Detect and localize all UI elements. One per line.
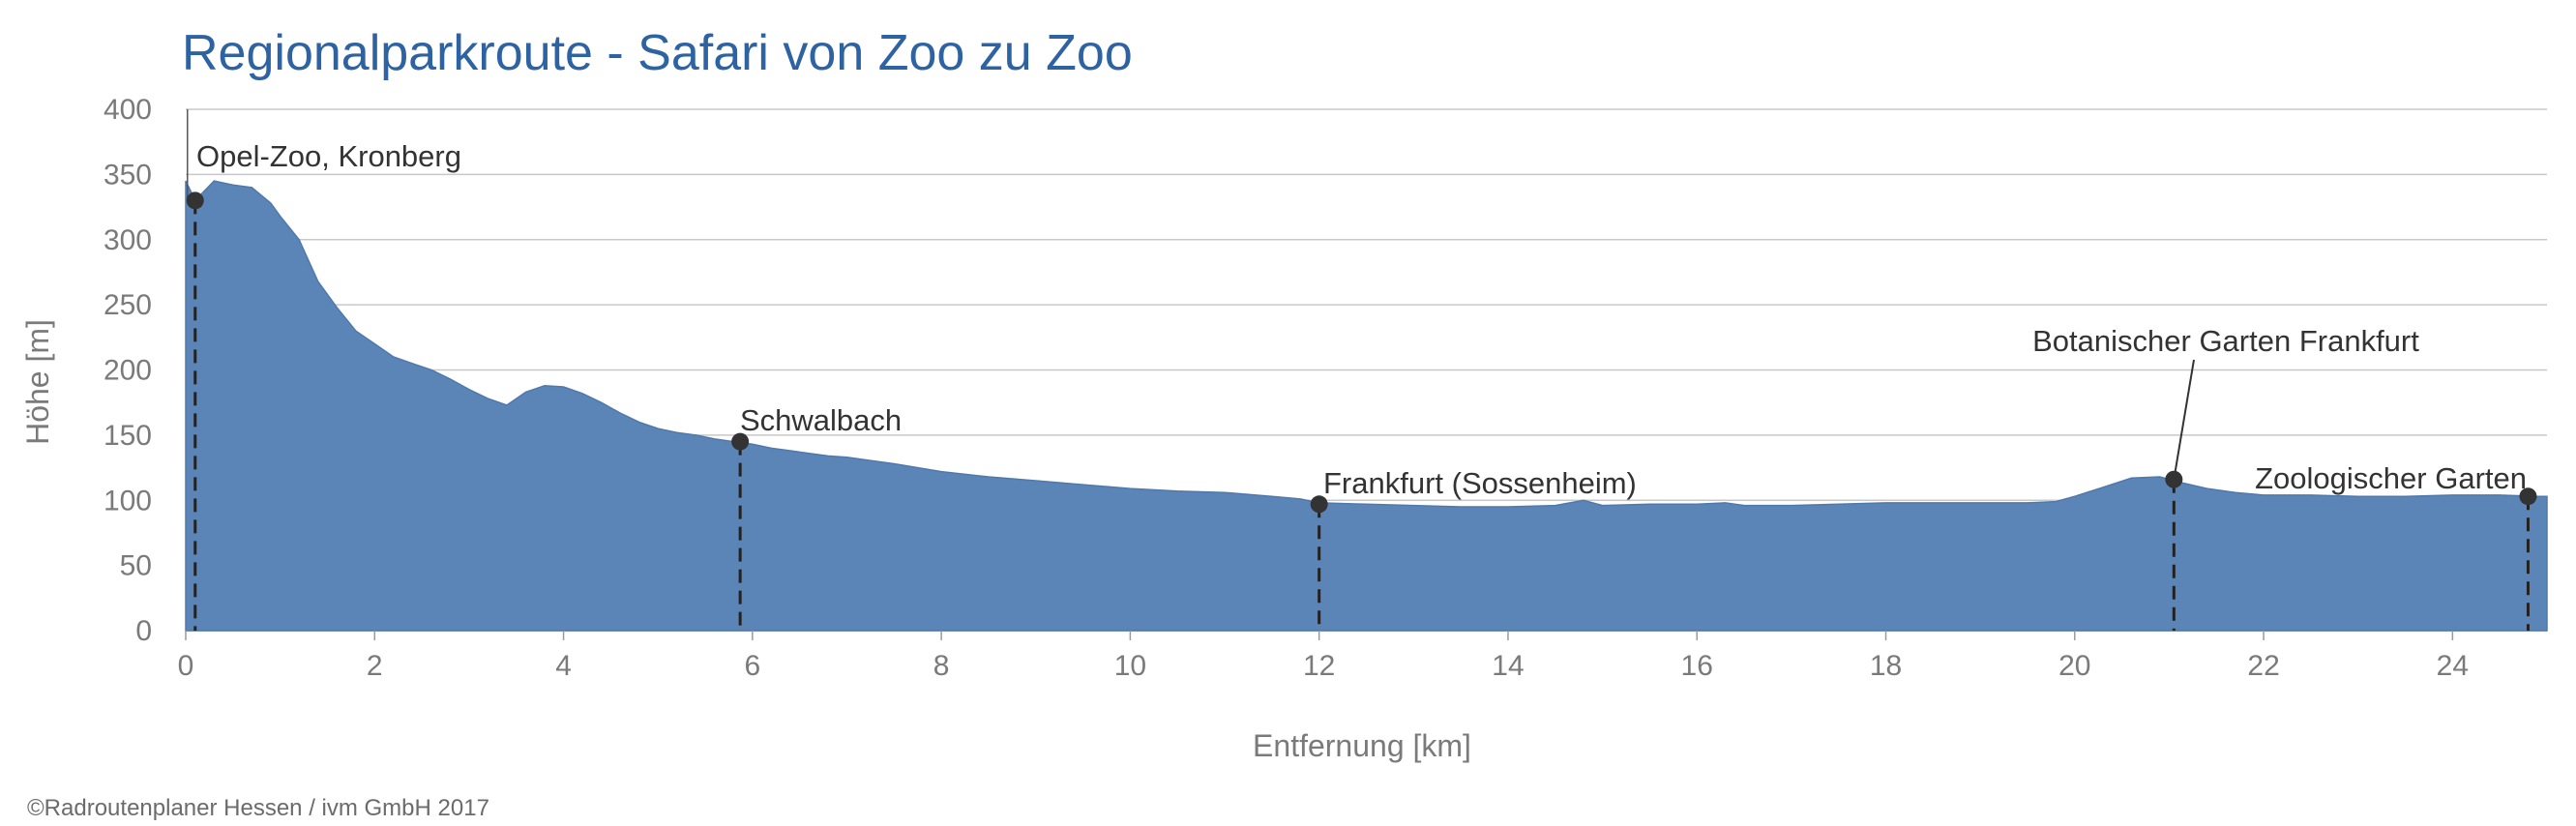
x-tick-label: 22	[2247, 650, 2279, 682]
x-axis: 0 2 4 6 8 10 12 14 16 18 20 22 24	[178, 631, 2469, 682]
chart-title: Regionalparkroute - Safari von Zoo zu Zo…	[182, 25, 1133, 81]
route-markers: Opel-Zoo, Kronberg Schwalbach Frankfurt (S…	[186, 109, 2537, 631]
x-tick-label: 24	[2437, 650, 2469, 682]
y-tick-label: 250	[104, 289, 152, 321]
marker-label: Schwalbach	[740, 403, 902, 437]
marker-dot	[186, 192, 204, 210]
y-tick-label: 100	[104, 485, 152, 516]
y-tick-label: 400	[104, 94, 152, 126]
marker-label: Zoologischer Garten	[2255, 461, 2527, 495]
marker-leader-line	[2173, 359, 2195, 480]
x-tick-label: 10	[1114, 650, 1146, 682]
x-tick-label: 18	[1870, 650, 1902, 682]
marker-dot	[1310, 495, 1328, 514]
y-axis-label: Höhe [m]	[20, 319, 55, 445]
x-tick-label: 6	[744, 650, 760, 682]
copyright-credit: ©Radroutenplaner Hessen / ivm GmbH 2017	[27, 795, 489, 821]
y-axis: 0 50 100 150 200 250 300 350 400	[104, 94, 152, 647]
marker-dot	[731, 432, 750, 451]
y-tick-label: 150	[104, 420, 152, 452]
marker-dot	[2165, 470, 2183, 488]
y-tick-label: 0	[135, 615, 152, 647]
y-tick-label: 350	[104, 159, 152, 191]
x-tick-label: 16	[1681, 650, 1713, 682]
x-tick-label: 2	[367, 650, 383, 682]
marker-label: Frankfurt (Sossenheim)	[1323, 466, 1637, 500]
y-tick-label: 300	[104, 224, 152, 256]
x-axis-label: Entfernung [km]	[1253, 728, 1471, 763]
y-tick-label: 200	[104, 355, 152, 387]
elevation-area	[185, 180, 2548, 632]
marker-dot	[2519, 487, 2537, 506]
x-tick-label: 12	[1303, 650, 1335, 682]
x-tick-label: 14	[1492, 650, 1524, 682]
x-tick-label: 4	[555, 650, 572, 682]
x-tick-label: 8	[933, 650, 950, 682]
x-tick-label: 0	[178, 650, 194, 682]
y-tick-label: 50	[120, 550, 152, 582]
x-tick-label: 20	[2058, 650, 2090, 682]
marker-label: Opel-Zoo, Kronberg	[196, 139, 461, 173]
marker-label: Botanischer Garten Frankfurt	[2032, 324, 2419, 358]
